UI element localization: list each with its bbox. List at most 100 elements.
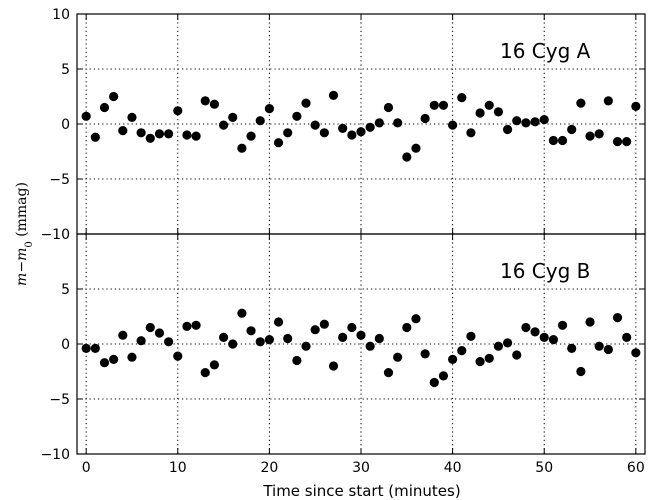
data-point bbox=[292, 111, 302, 121]
data-point bbox=[475, 108, 485, 118]
data-point bbox=[200, 368, 210, 378]
data-point bbox=[374, 333, 384, 344]
data-point bbox=[576, 98, 586, 108]
data-point bbox=[283, 128, 293, 138]
data-point bbox=[109, 354, 119, 364]
x-tick-labels: 0 10 20 30 40 50 60 bbox=[82, 460, 645, 476]
y-tick-label: −5 bbox=[49, 172, 70, 188]
data-point bbox=[557, 320, 568, 330]
data-point bbox=[264, 104, 274, 114]
data-point bbox=[191, 320, 201, 330]
data-point bbox=[246, 326, 256, 336]
data-point bbox=[173, 351, 183, 361]
data-point bbox=[585, 317, 595, 327]
data-point bbox=[457, 93, 467, 103]
panel-bottom: −10 −5 0 5 16 Cyg B 0 10 20 30 40 50 60 bbox=[40, 233, 646, 476]
data-point bbox=[218, 120, 229, 130]
data-point bbox=[81, 111, 91, 121]
data-point bbox=[411, 143, 421, 153]
data-point bbox=[448, 120, 458, 130]
data-point bbox=[383, 102, 394, 113]
data-point bbox=[292, 355, 302, 366]
data-point bbox=[164, 337, 174, 347]
ticks-top bbox=[77, 13, 645, 235]
y-tick-label: 0 bbox=[61, 337, 70, 353]
data-point bbox=[118, 126, 128, 136]
data-points-top bbox=[81, 90, 641, 162]
data-point bbox=[301, 341, 311, 351]
y-tick-label: 5 bbox=[61, 282, 70, 298]
data-point bbox=[273, 317, 284, 327]
data-point bbox=[622, 137, 632, 147]
ticks-bottom bbox=[77, 233, 645, 455]
data-point bbox=[154, 129, 165, 139]
x-tick-label: 20 bbox=[260, 460, 278, 476]
data-point bbox=[612, 137, 623, 147]
data-point bbox=[448, 354, 458, 364]
x-tick-label: 60 bbox=[627, 460, 645, 476]
data-point bbox=[145, 322, 155, 333]
y-tick-labels-top: −10 −5 0 5 10 bbox=[40, 7, 70, 243]
data-point bbox=[576, 366, 586, 377]
data-point bbox=[429, 377, 439, 388]
data-point bbox=[356, 330, 366, 340]
data-point bbox=[411, 314, 421, 324]
x-tick-label: 40 bbox=[444, 460, 462, 476]
data-point bbox=[612, 313, 623, 323]
data-point bbox=[319, 128, 329, 138]
data-point bbox=[567, 343, 577, 353]
data-point bbox=[246, 131, 256, 141]
series-label-16-cyg-a: 16 Cyg A bbox=[500, 39, 591, 63]
x-tick-label: 0 bbox=[82, 460, 91, 476]
x-tick-label: 50 bbox=[535, 460, 553, 476]
data-point bbox=[209, 360, 220, 370]
data-point bbox=[402, 152, 412, 162]
data-point bbox=[356, 127, 366, 137]
data-point bbox=[209, 99, 220, 109]
data-point bbox=[347, 322, 357, 333]
data-point bbox=[530, 327, 540, 337]
data-point bbox=[228, 339, 238, 349]
data-points-bottom bbox=[81, 308, 641, 388]
data-point bbox=[631, 348, 641, 358]
data-point bbox=[237, 143, 247, 153]
y-tick-label: 5 bbox=[61, 62, 70, 78]
data-point bbox=[255, 337, 265, 347]
data-point bbox=[567, 124, 577, 135]
data-point bbox=[319, 319, 329, 329]
data-point bbox=[484, 100, 494, 110]
y-tick-labels-bottom: −10 −5 0 5 bbox=[40, 282, 70, 463]
data-point bbox=[493, 107, 504, 117]
data-point bbox=[374, 118, 384, 128]
data-point bbox=[438, 371, 449, 381]
x-tick-label: 30 bbox=[352, 460, 370, 476]
data-point bbox=[539, 332, 549, 342]
data-point bbox=[502, 338, 513, 348]
series-label-16-cyg-b: 16 Cyg B bbox=[500, 259, 590, 283]
data-point bbox=[136, 128, 146, 138]
data-point bbox=[548, 135, 558, 146]
data-point bbox=[402, 322, 412, 333]
data-point bbox=[173, 106, 183, 116]
data-point bbox=[136, 336, 146, 346]
data-point bbox=[145, 133, 155, 143]
x-tick-label: 10 bbox=[169, 460, 187, 476]
y-tick-label: −5 bbox=[49, 392, 70, 408]
data-point bbox=[502, 124, 513, 135]
data-point bbox=[603, 96, 613, 106]
data-point bbox=[420, 349, 430, 359]
data-point bbox=[603, 344, 613, 355]
data-point bbox=[127, 112, 137, 122]
data-point bbox=[328, 361, 339, 371]
data-point bbox=[622, 332, 632, 342]
data-point bbox=[484, 353, 494, 363]
data-point bbox=[457, 346, 467, 356]
data-point bbox=[200, 96, 210, 106]
data-point bbox=[393, 118, 403, 128]
data-point bbox=[557, 135, 568, 146]
data-point bbox=[264, 335, 274, 345]
data-point bbox=[182, 130, 192, 140]
data-point bbox=[118, 330, 128, 340]
data-point bbox=[521, 322, 531, 333]
